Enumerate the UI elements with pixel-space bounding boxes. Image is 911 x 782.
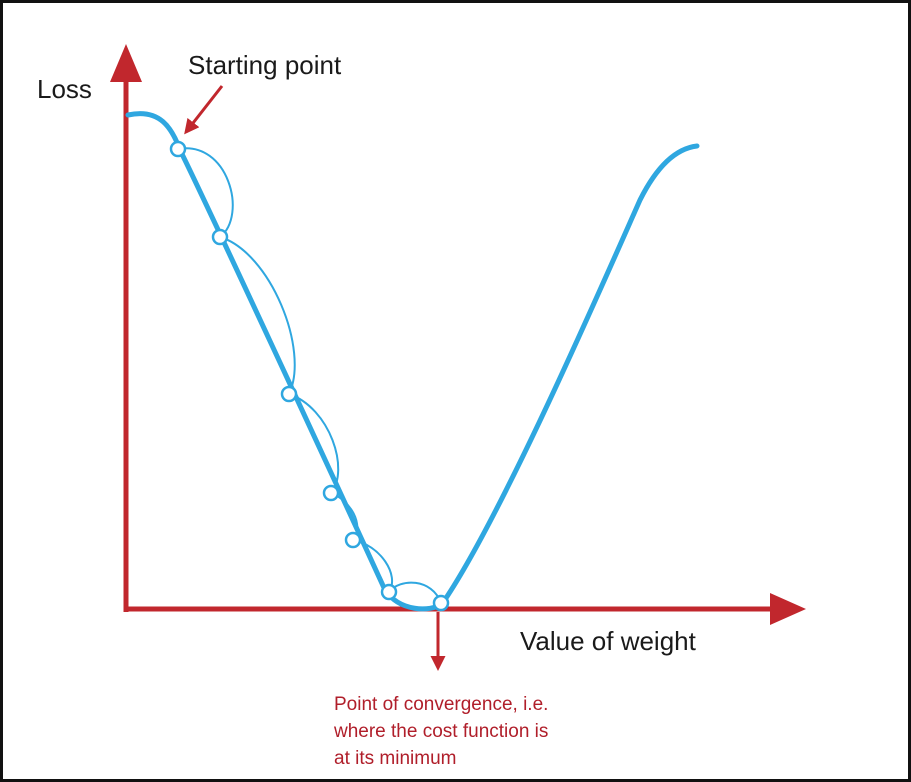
- step-point: [211, 228, 229, 246]
- loss-curve: [125, 111, 700, 612]
- step-arc: [288, 393, 340, 494]
- starting-point-label: Starting point: [188, 50, 342, 80]
- convergence-label-line: Point of convergence, i.e.: [334, 694, 549, 715]
- step-point: [380, 583, 398, 601]
- convergence-label: Point of convergence, i.e. where the cos…: [334, 691, 548, 772]
- step-arc: [219, 236, 296, 395]
- step-point: [169, 140, 187, 158]
- start-pointer-arrow: [184, 85, 224, 135]
- y-axis-label: Loss: [37, 74, 92, 104]
- step-point: [280, 385, 298, 403]
- step-arcs: [177, 147, 442, 604]
- step-point: [432, 594, 450, 612]
- convergence-label-line: where the cost function is: [334, 721, 549, 742]
- convergence-label-line: at its minimum: [334, 748, 457, 769]
- step-point: [322, 484, 340, 502]
- step-points: [169, 140, 450, 612]
- step-point: [344, 531, 362, 549]
- y-axis-arrowhead: [110, 44, 142, 82]
- x-axis-arrowhead: [770, 593, 806, 625]
- step-arc: [177, 147, 234, 238]
- x-axis-label: Value of weight: [520, 626, 696, 656]
